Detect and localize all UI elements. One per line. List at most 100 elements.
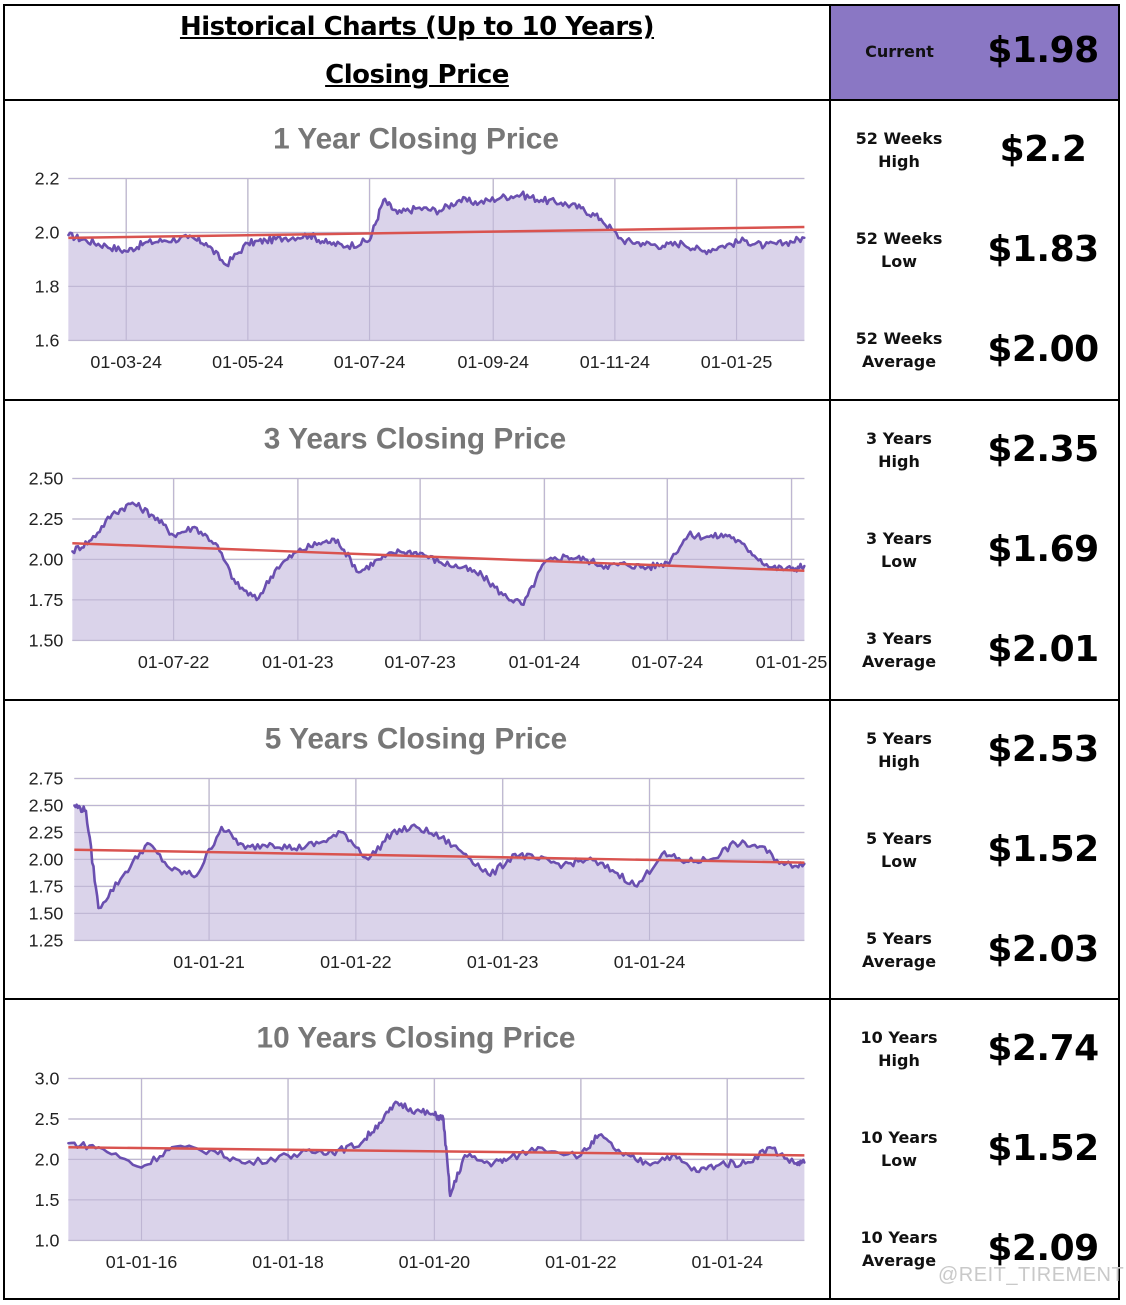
trend-line	[68, 225, 805, 240]
y-tick-label: 3.0	[35, 1068, 60, 1088]
data-point	[641, 242, 645, 245]
current-value: $1.98	[987, 30, 1099, 71]
x-tick-label: 01-07-24	[632, 652, 704, 672]
data-point	[536, 1146, 540, 1149]
data-point	[661, 244, 664, 248]
y-tick-label: 2.0	[35, 1149, 60, 1169]
stat-label: 52 Weeks Low	[855, 229, 943, 271]
data-point	[105, 244, 108, 248]
trend-line	[72, 541, 805, 573]
stat-label: 10 Years High	[860, 1028, 938, 1070]
data-point	[734, 842, 737, 845]
data-point	[97, 906, 100, 910]
x-tick-label: 01-01-25	[756, 652, 828, 672]
data-point	[513, 852, 517, 856]
data-point	[562, 863, 565, 867]
data-point	[687, 533, 690, 537]
data-point	[246, 242, 250, 245]
data-point	[701, 250, 704, 253]
data-point	[170, 869, 174, 872]
y-tick-label: 2.50	[29, 468, 64, 488]
current-label: Current	[865, 42, 934, 61]
x-tick-label: 01-05-24	[212, 352, 284, 372]
data-point	[67, 1142, 70, 1145]
price-area	[74, 804, 805, 941]
data-point	[481, 574, 484, 577]
data-point	[660, 852, 664, 856]
data-point	[666, 561, 669, 564]
data-point	[317, 842, 321, 845]
data-point	[599, 217, 603, 221]
data-point	[193, 525, 196, 529]
watermark: @REIT_TIREMENT	[938, 1264, 1125, 1286]
data-point	[346, 244, 349, 248]
data-point	[67, 233, 70, 237]
table-frame	[3, 4, 1120, 1300]
data-point	[449, 1194, 452, 1198]
data-point	[803, 236, 806, 240]
stat-value: $1.83	[987, 229, 1099, 270]
x-tick-label: 01-01-21	[173, 952, 245, 972]
data-point	[317, 542, 321, 545]
x-tick-label: 01-01-23	[467, 952, 539, 972]
stat-label: 3 Years High	[866, 429, 932, 471]
data-point	[396, 212, 399, 215]
stat-value: $1.52	[987, 1128, 1099, 1169]
price-area	[72, 502, 805, 641]
x-tick-label: 01-11-24	[580, 352, 650, 372]
current-price-cell: Current $1.98	[831, 6, 1118, 99]
data-point	[803, 1161, 806, 1164]
data-point	[488, 1162, 491, 1165]
x-tick-label: 01-01-24	[509, 652, 581, 672]
x-tick-label: 01-07-23	[384, 652, 456, 672]
data-point	[646, 1162, 650, 1165]
stat-label: 5 Years Average	[861, 929, 937, 971]
data-point	[264, 239, 268, 242]
data-point	[162, 239, 166, 242]
x-tick-label: 01-01-24	[691, 1252, 763, 1272]
data-point	[125, 250, 128, 253]
stat-label: 10 Years Average	[860, 1228, 938, 1270]
data-point	[611, 869, 614, 872]
data-point	[744, 1162, 747, 1165]
data-point	[336, 538, 339, 542]
data-point	[214, 542, 217, 545]
x-tick-label: 01-01-18	[252, 1252, 324, 1272]
stat-value: $2.03	[987, 929, 1099, 970]
stat-label: 52 Weeks High	[855, 129, 943, 171]
data-point	[721, 244, 724, 248]
data-point	[463, 1154, 467, 1157]
data-point	[439, 561, 443, 564]
data-point	[213, 1150, 217, 1153]
data-point	[357, 571, 360, 574]
data-point	[195, 874, 198, 877]
trend-line	[68, 1146, 805, 1157]
data-point	[763, 244, 766, 248]
data-point	[597, 1133, 601, 1137]
data-point	[398, 550, 402, 553]
data-point	[342, 831, 345, 834]
data-point	[635, 885, 639, 888]
data-point	[286, 1154, 290, 1157]
data-point	[84, 809, 88, 813]
x-tick-label: 01-01-22	[545, 1252, 617, 1272]
data-point	[743, 239, 746, 242]
data-point	[559, 201, 563, 204]
data-point	[416, 206, 419, 210]
y-tick-label: 2.2	[35, 168, 60, 188]
data-point	[85, 239, 88, 242]
row-divider	[3, 99, 1120, 101]
data-point	[579, 206, 583, 210]
x-tick-label: 01-01-24	[614, 952, 686, 972]
stat-value: $2.74	[987, 1028, 1099, 1069]
chart-title: 1 Year Closing Price	[273, 123, 559, 156]
y-tick-label: 2.0	[35, 222, 60, 242]
data-point	[360, 1142, 363, 1145]
data-point	[234, 582, 237, 585]
y-tick-label: 2.25	[29, 822, 64, 842]
page-subtitle: Closing Price	[325, 60, 509, 90]
chart-title: 3 Years Closing Price	[264, 423, 566, 456]
data-point	[506, 1158, 509, 1161]
data-point	[803, 564, 806, 568]
data-point	[489, 874, 492, 877]
